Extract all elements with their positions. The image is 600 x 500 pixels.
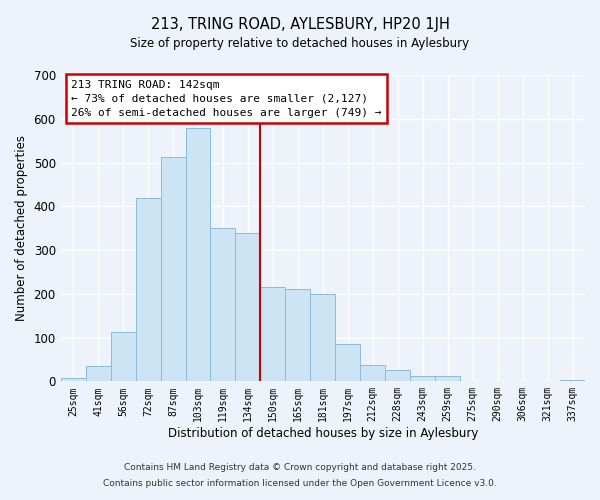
- Bar: [211, 228, 235, 382]
- Bar: [410, 376, 435, 382]
- Text: Size of property relative to detached houses in Aylesbury: Size of property relative to detached ho…: [130, 38, 470, 51]
- Text: Contains public sector information licensed under the Open Government Licence v3: Contains public sector information licen…: [103, 478, 497, 488]
- Bar: [235, 234, 260, 382]
- Bar: [335, 344, 360, 382]
- Bar: [61, 378, 86, 382]
- Bar: [286, 290, 310, 382]
- X-axis label: Distribution of detached houses by size in Aylesbury: Distribution of detached houses by size …: [167, 427, 478, 440]
- Text: Contains HM Land Registry data © Crown copyright and database right 2025.: Contains HM Land Registry data © Crown c…: [124, 464, 476, 472]
- Bar: [385, 370, 410, 382]
- Bar: [110, 332, 136, 382]
- Bar: [435, 376, 460, 382]
- Bar: [86, 366, 110, 382]
- Bar: [260, 287, 286, 382]
- Bar: [310, 294, 335, 382]
- Bar: [161, 157, 185, 382]
- Bar: [360, 365, 385, 382]
- Text: 213 TRING ROAD: 142sqm
← 73% of detached houses are smaller (2,127)
26% of semi-: 213 TRING ROAD: 142sqm ← 73% of detached…: [71, 80, 382, 118]
- Bar: [560, 380, 585, 382]
- Y-axis label: Number of detached properties: Number of detached properties: [15, 135, 28, 321]
- Text: 213, TRING ROAD, AYLESBURY, HP20 1JH: 213, TRING ROAD, AYLESBURY, HP20 1JH: [151, 18, 449, 32]
- Bar: [136, 198, 161, 382]
- Bar: [185, 128, 211, 382]
